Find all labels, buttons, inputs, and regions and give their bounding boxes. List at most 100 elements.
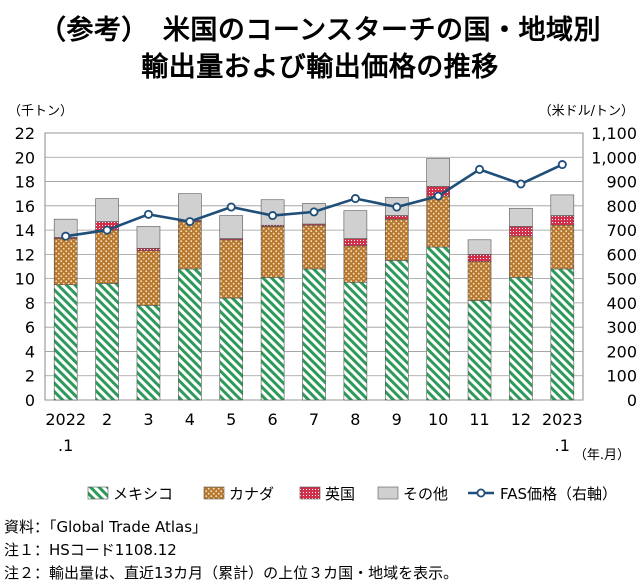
right-axis-tick-label: 1,000	[591, 148, 637, 167]
x-axis-tick-label: 8	[350, 410, 360, 429]
left-axis-tick-label: 8	[25, 294, 35, 313]
legend-label: FAS価格（右軸）	[500, 485, 617, 503]
legend-swatch	[299, 486, 321, 500]
fas-price-point	[61, 231, 71, 241]
left-axis-tick-label: 2	[25, 367, 35, 386]
bar-canada	[95, 229, 119, 284]
legend-swatch	[87, 486, 109, 500]
bar-mexico	[467, 300, 492, 401]
bar-canada	[550, 224, 575, 270]
left-axis-tick-label: 18	[15, 173, 35, 192]
left-axis-unit: （千トン）	[8, 104, 74, 119]
bar-mexico	[550, 268, 575, 401]
x-axis-tick-label: 2	[102, 410, 112, 429]
bar-canada	[53, 238, 78, 286]
chart-plot: 0246810121416182022010020030040050060070…	[15, 124, 637, 503]
bar-mexico	[178, 268, 202, 401]
legend-marker	[476, 488, 486, 498]
bar-canada	[426, 195, 450, 248]
bar-other	[178, 193, 202, 221]
fas-price-point	[433, 191, 443, 201]
x-axis-tick-label: 10	[428, 410, 448, 429]
x-axis-tick-label: .1	[58, 436, 73, 455]
bar-other	[95, 198, 119, 222]
x-axis-tick-label: 6	[268, 410, 278, 429]
bar-canada	[178, 221, 202, 270]
bar-canada	[302, 224, 326, 270]
right-axis-tick-label: 700	[606, 221, 637, 240]
bar-canada	[136, 250, 161, 306]
left-axis-tick-label: 22	[15, 124, 35, 143]
legend-swatch	[377, 486, 399, 500]
bar-mexico	[426, 246, 450, 401]
left-axis-tick-label: 16	[15, 197, 35, 216]
fas-price-point	[185, 217, 195, 227]
left-axis-tick-label: 14	[15, 221, 35, 240]
bar-canada	[343, 245, 368, 283]
right-axis-tick-label: 1,100	[591, 124, 637, 143]
right-axis-tick-label: 300	[606, 318, 637, 337]
x-axis-tick-label: 4	[185, 410, 195, 429]
right-axis-tick-label: 0	[627, 391, 637, 410]
fas-price-point	[102, 225, 112, 235]
fas-price-point	[143, 209, 153, 219]
fas-price-point	[226, 202, 236, 212]
x-axis-tick-label: 9	[392, 410, 402, 429]
left-axis-tick-label: 4	[25, 342, 35, 361]
legend-label: その他	[403, 485, 448, 503]
legend-swatch	[203, 486, 225, 500]
left-axis-tick-label: 6	[25, 318, 35, 337]
bar-uk	[509, 226, 533, 237]
fas-price-point	[475, 164, 485, 174]
bar-canada	[467, 261, 492, 301]
x-axis-tick-label: 2022	[45, 410, 86, 429]
left-axis-tick-label: 10	[15, 270, 35, 289]
bar-mexico	[302, 268, 326, 401]
chart-title-line1: （参考） 米国のコーンスターチの国・地域別	[38, 15, 602, 46]
bar-other	[426, 158, 450, 187]
footnote-1: 注１：HSコード1108.12	[4, 541, 177, 559]
fas-price-point	[557, 160, 567, 170]
bar-other	[509, 207, 533, 227]
x-axis-tick-label: 12	[511, 410, 531, 429]
left-axis-tick-label: 0	[25, 391, 35, 410]
x-axis-unit: （年.月）	[573, 448, 630, 463]
bar-canada	[509, 235, 533, 278]
fas-price-point	[309, 207, 319, 217]
fas-price-point	[350, 194, 360, 204]
bar-mexico	[136, 305, 161, 401]
legend-label: カナダ	[229, 485, 274, 503]
bar-mexico	[260, 277, 285, 401]
bar-other	[343, 210, 368, 239]
x-axis-tick-label: .1	[555, 436, 570, 455]
fas-price-point	[516, 179, 526, 189]
bar-uk	[384, 215, 409, 220]
chart-title-line2: 輸出量および輸出価格の推移	[141, 52, 499, 83]
fas-price-point	[392, 202, 402, 212]
bar-mexico	[219, 297, 244, 401]
x-axis-tick-label: 7	[309, 410, 319, 429]
right-axis-tick-label: 100	[606, 367, 637, 386]
footnote-2: 注２：輸出量は、直近13カ月（累計）の上位３カ国・地域を表示。	[4, 564, 459, 582]
source-note: 資料：「Global Trade Atlas」	[4, 518, 208, 536]
x-axis-tick-label: 3	[143, 410, 153, 429]
left-axis-tick-label: 12	[15, 245, 35, 264]
bar-mexico	[95, 283, 119, 401]
right-axis-tick-label: 800	[606, 197, 637, 216]
bar-uk	[550, 215, 575, 226]
bar-mexico	[509, 277, 533, 401]
bar-other	[219, 215, 244, 239]
bar-mexico	[53, 284, 78, 401]
x-axis-tick-label: 11	[469, 410, 489, 429]
bar-uk	[136, 247, 161, 252]
x-axis-tick-label: 2023	[542, 410, 583, 429]
bar-canada	[219, 239, 244, 299]
right-axis-tick-label: 400	[606, 294, 637, 313]
right-axis-tick-label: 600	[606, 245, 637, 264]
x-axis-tick-label: 5	[226, 410, 236, 429]
bar-uk	[467, 254, 492, 262]
left-axis-tick-label: 20	[15, 148, 35, 167]
bar-mexico	[343, 281, 368, 401]
right-axis-tick-label: 900	[606, 173, 637, 192]
legend-label: メキシコ	[113, 485, 173, 503]
